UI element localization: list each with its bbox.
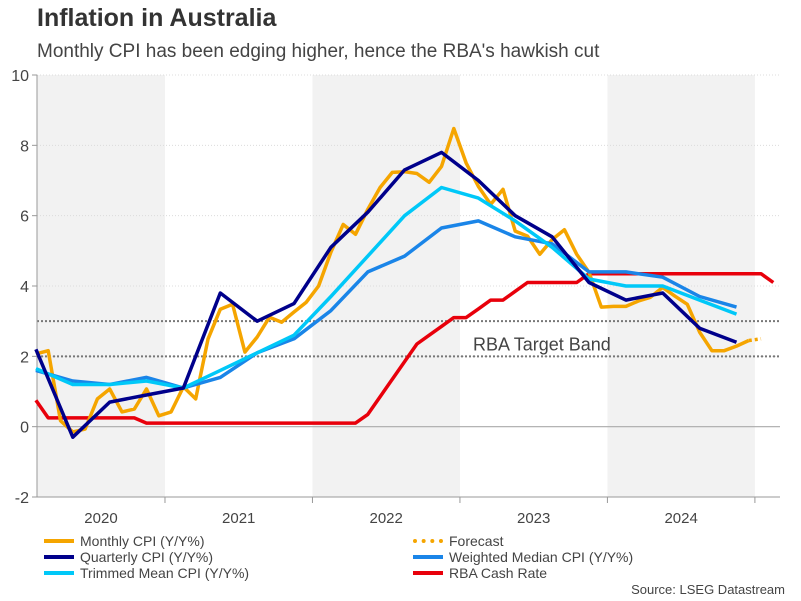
legend-swatch	[44, 555, 74, 559]
chart-subtitle: Monthly CPI has been edging higher, henc…	[37, 41, 600, 62]
y-tick-label: 0	[20, 420, 29, 437]
legend-swatch	[44, 571, 74, 575]
legend-label: Quarterly CPI (Y/Y%)	[80, 549, 214, 565]
x-tick-label: 2024	[664, 510, 697, 527]
legend-weighted-median: Weighted Median CPI (Y/Y%)	[413, 549, 633, 565]
y-tick-label: 8	[20, 138, 29, 155]
series-trimmed-mean-cpi-y-y	[35, 185, 738, 390]
legend-monthly-cpi: Monthly CPI (Y/Y%)	[44, 533, 204, 549]
x-tick-label: 2021	[222, 510, 255, 527]
legend-swatch	[413, 555, 443, 559]
source-note: Source: LSEG Datastream	[631, 582, 785, 597]
y-tick-label: 2	[20, 349, 29, 366]
y-tick-label: -2	[15, 490, 29, 507]
legend-trimmed-mean: Trimmed Mean CPI (Y/Y%)	[44, 565, 249, 581]
series-forecast	[748, 337, 762, 343]
legend-label: RBA Cash Rate	[449, 565, 548, 581]
legend-quarterly-cpi: Quarterly CPI (Y/Y%)	[44, 549, 213, 565]
legend-label: Forecast	[449, 533, 504, 549]
legend-cash-rate: RBA Cash Rate	[413, 565, 547, 581]
legend-label: Monthly CPI (Y/Y%)	[80, 533, 205, 549]
chart-title: Inflation in Australia	[37, 4, 277, 32]
legend-swatch	[413, 571, 443, 575]
series-quarterly-cpi-y-y	[34, 150, 738, 439]
y-tick-label: 10	[11, 68, 29, 85]
legend-label: Weighted Median CPI (Y/Y%)	[449, 549, 634, 565]
series-weighted-median-cpi-y-y	[35, 219, 737, 390]
target-band-label: RBA Target Band	[473, 335, 611, 355]
legend-label: Trimmed Mean CPI (Y/Y%)	[80, 565, 250, 581]
y-tick-label: 6	[20, 209, 29, 226]
legend-forecast: Forecast	[413, 533, 503, 549]
x-tick-label: 2022	[370, 510, 403, 527]
legend-swatch	[44, 539, 74, 543]
legend-swatch	[413, 539, 443, 543]
x-tick-label: 2023	[517, 510, 550, 527]
y-tick-label: 4	[20, 279, 29, 296]
series-monthly-cpi-y-y	[35, 126, 750, 434]
x-tick-label: 2020	[84, 510, 117, 527]
